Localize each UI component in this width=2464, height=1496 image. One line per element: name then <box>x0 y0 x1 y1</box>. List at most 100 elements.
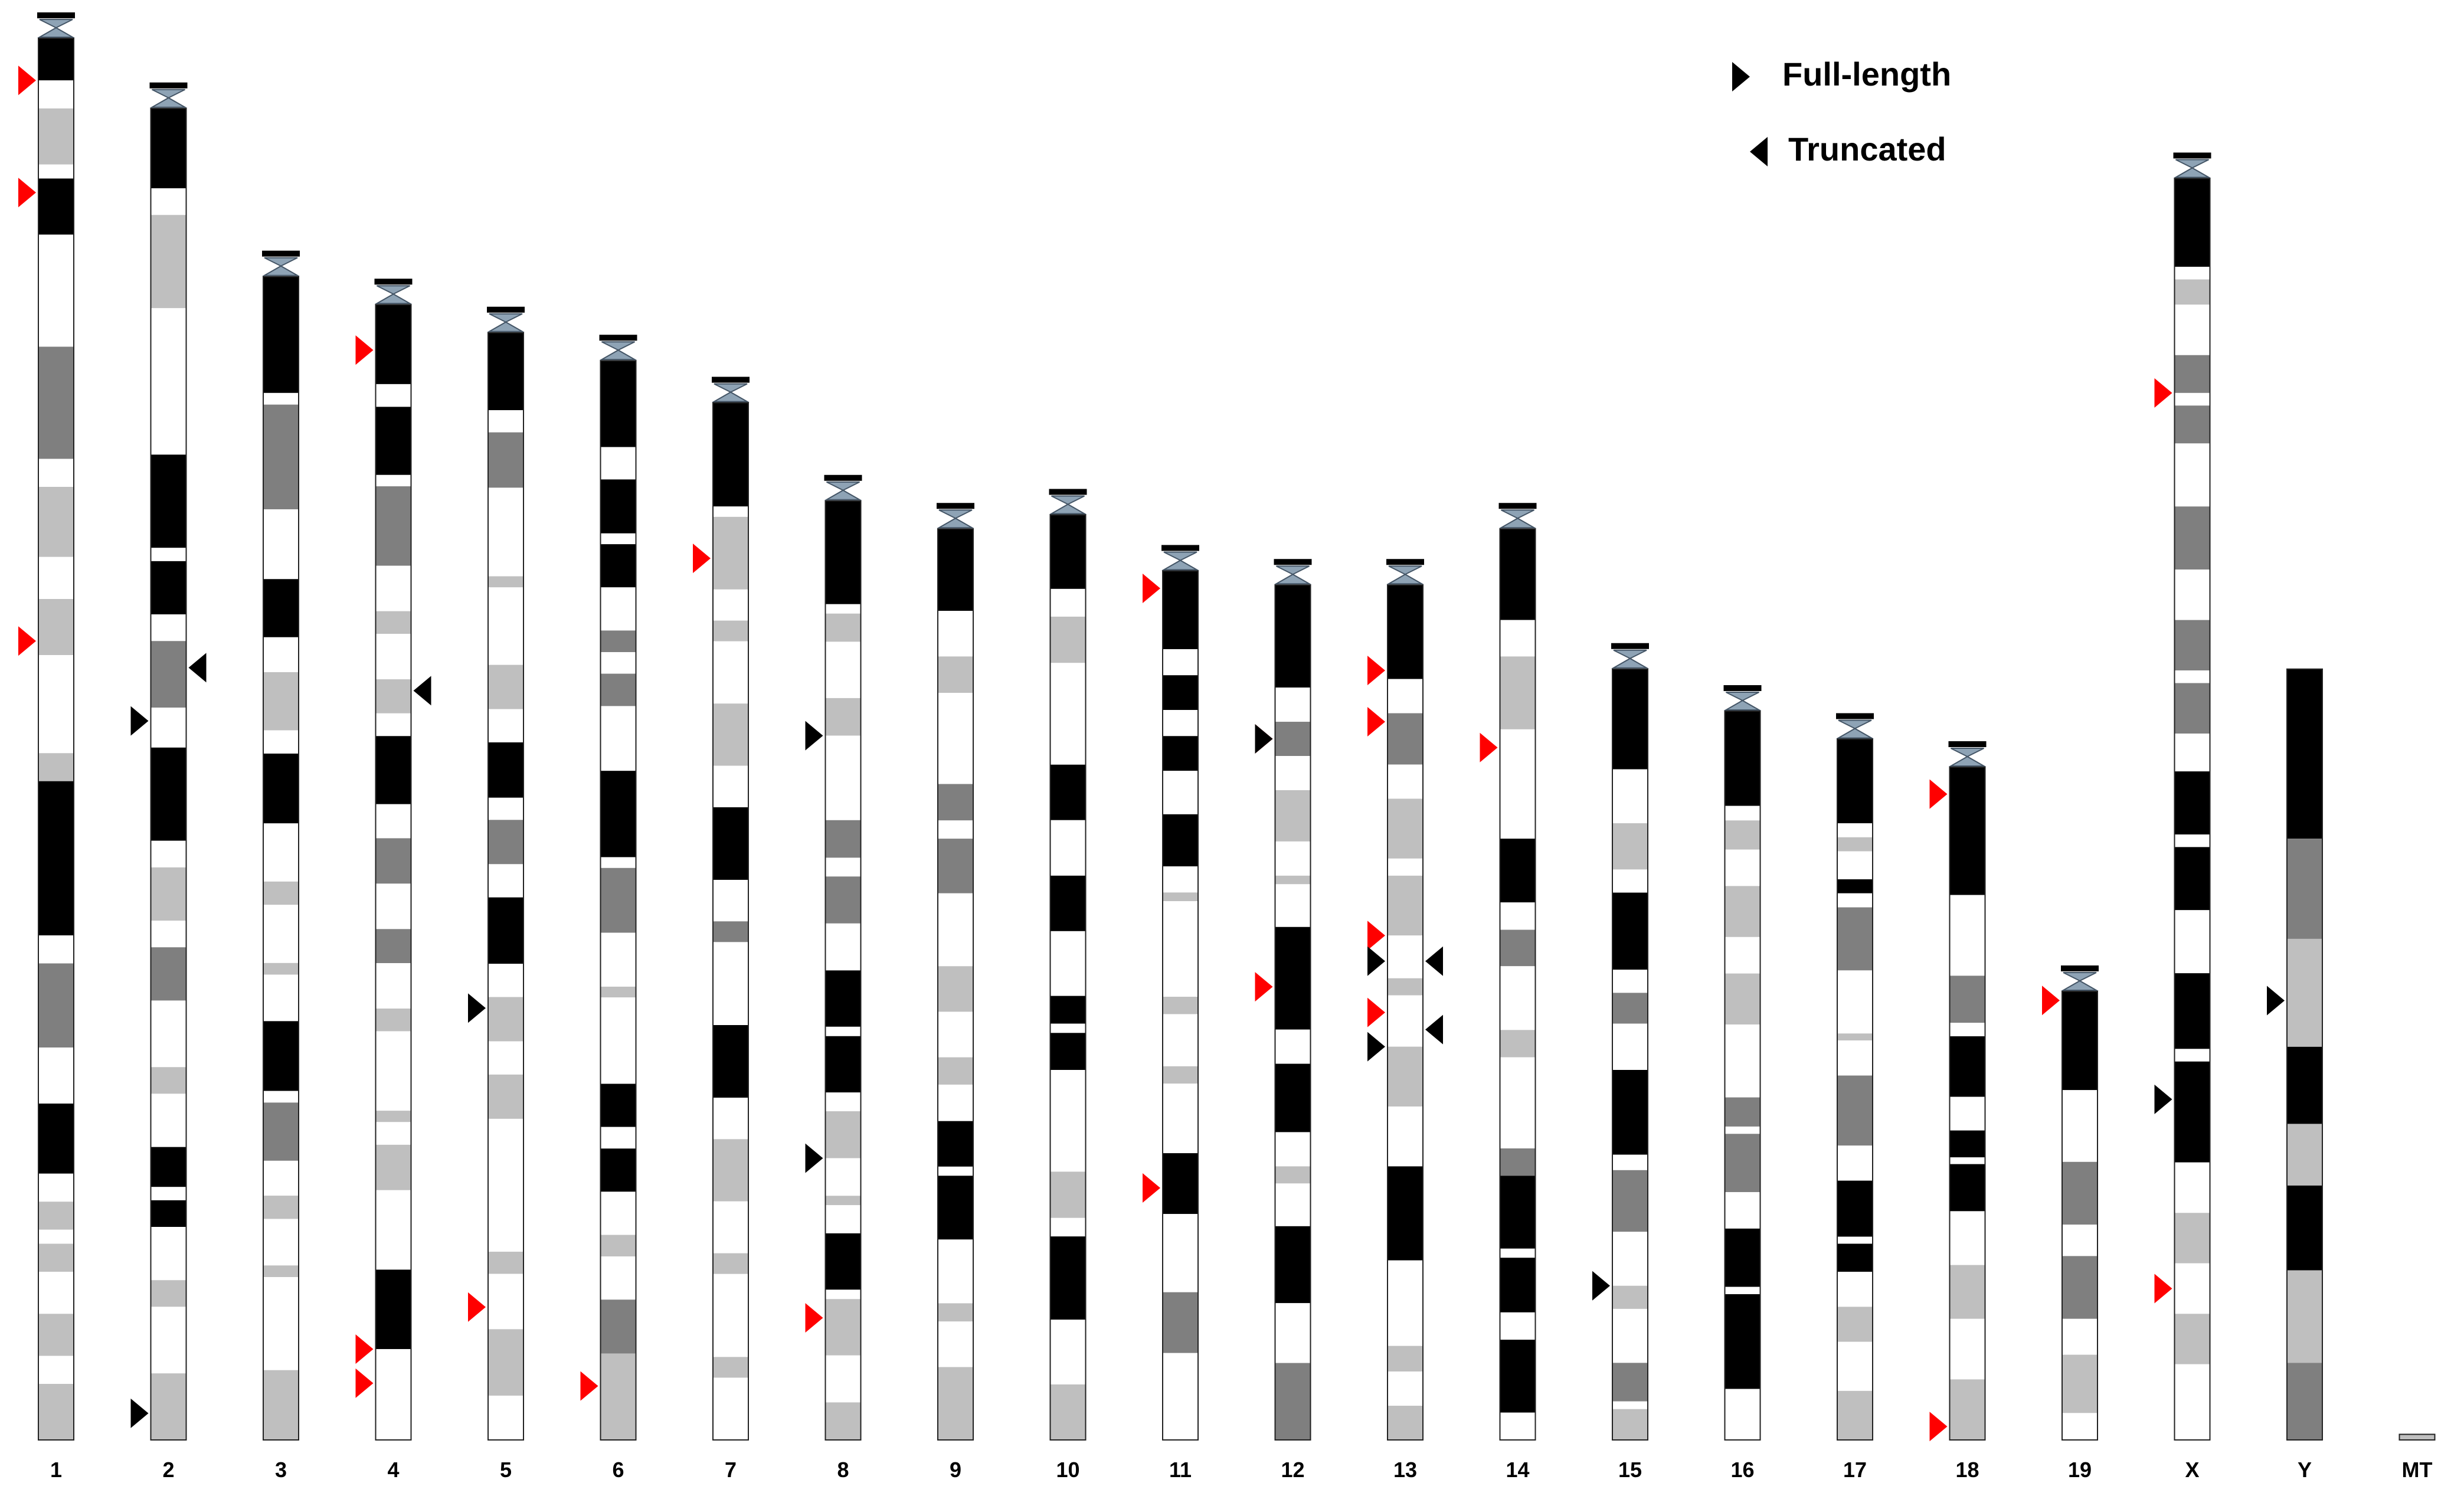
band-16-1 <box>1725 806 1761 821</box>
band-17-18 <box>1837 1390 1873 1440</box>
telomere-cap <box>1274 559 1312 565</box>
band-11-9 <box>1163 901 1198 997</box>
centromere-icon <box>1049 495 1087 515</box>
full-length-marker-icon <box>355 1334 374 1364</box>
band-5-8 <box>488 742 523 798</box>
band-15-7 <box>1612 1023 1648 1070</box>
centromere-icon <box>2061 972 2099 991</box>
full-length-marker-icon <box>355 1368 374 1398</box>
chromosome-outline <box>1724 711 1761 1441</box>
band-1-26 <box>38 1314 74 1356</box>
telomere-cap <box>1611 643 1649 649</box>
chromosome-8: 8 <box>805 474 862 1482</box>
band-7-5 <box>713 641 748 704</box>
band-18-8 <box>1949 1164 1985 1212</box>
band-6-18 <box>600 1148 636 1192</box>
band-2-24 <box>150 1373 186 1440</box>
chromosome-1: 1 <box>18 12 75 1482</box>
band-15-13 <box>1612 1308 1648 1363</box>
telomere-cap <box>1723 685 1762 691</box>
band-11-5 <box>1163 771 1198 814</box>
centromere-icon <box>1498 509 1537 529</box>
band-14-6 <box>1500 929 1536 967</box>
band-x-5 <box>2174 392 2210 406</box>
band-2-6 <box>150 561 186 615</box>
band-15-6 <box>1612 993 1648 1024</box>
band-3-11 <box>263 905 299 963</box>
full-length-marker-icon <box>1143 1173 1160 1203</box>
chromosome-label: Y <box>2298 1458 2312 1482</box>
band-15-4 <box>1612 892 1648 970</box>
band-11-3 <box>1163 710 1198 736</box>
band-15-10 <box>1612 1170 1648 1232</box>
band-x-0 <box>2174 178 2210 267</box>
band-y-2 <box>2287 938 2322 1047</box>
band-18-10 <box>1949 1265 1985 1319</box>
band-2-14 <box>150 947 186 1001</box>
band-7-7 <box>713 765 748 807</box>
chromosome-label: 4 <box>387 1458 399 1482</box>
full-length-marker-icon <box>18 66 36 96</box>
band-9-2 <box>938 656 973 693</box>
band-2-15 <box>150 1000 186 1068</box>
full-length-marker-icon <box>2154 1274 2172 1304</box>
band-7-2 <box>713 516 748 590</box>
band-y-0 <box>2287 669 2322 839</box>
truncated-marker-icon <box>130 1398 149 1428</box>
band-x-17 <box>2174 910 2210 974</box>
band-x-2 <box>2174 279 2210 305</box>
band-1-22 <box>38 1202 74 1230</box>
centromere-icon <box>1611 649 1649 669</box>
band-2-13 <box>150 921 186 948</box>
truncated-marker-icon <box>2154 1084 2172 1114</box>
telomere-cap <box>1498 503 1537 509</box>
band-7-11 <box>713 942 748 1025</box>
band-11-6 <box>1163 814 1198 867</box>
centromere-icon <box>262 257 300 276</box>
band-16-3 <box>1725 849 1761 886</box>
band-12-0 <box>1275 585 1311 688</box>
band-9-10 <box>938 1057 973 1085</box>
band-2-20 <box>150 1200 186 1227</box>
truncated-marker-icon <box>130 706 149 736</box>
chromosome-6: 6 <box>580 335 637 1482</box>
band-19-3 <box>2062 1225 2097 1256</box>
band-18-2 <box>1949 975 1985 1023</box>
telomere-cap <box>262 250 300 257</box>
chromosome-label: MT <box>2402 1458 2433 1482</box>
chromosome-outline <box>38 38 74 1441</box>
band-8-6 <box>825 820 861 858</box>
chromosome-label: 15 <box>1618 1458 1642 1482</box>
band-12-5 <box>1275 841 1311 876</box>
band-10-4 <box>1050 764 1086 820</box>
legend-truncated-marker-icon <box>1750 137 1768 166</box>
telomere-cap <box>937 503 974 509</box>
band-3-14 <box>263 1021 299 1091</box>
centromere-icon <box>1836 719 1874 739</box>
band-11-17 <box>1163 1353 1198 1440</box>
band-6-14 <box>600 986 636 998</box>
legend: Full-length Truncated <box>1732 55 1951 168</box>
band-17-8 <box>1837 1033 1873 1041</box>
band-14-8 <box>1500 1030 1536 1058</box>
chromosome-outline <box>712 402 749 1441</box>
chromosome-9: 9 <box>937 503 974 1482</box>
band-10-6 <box>1050 875 1086 931</box>
band-4-18 <box>375 1111 411 1122</box>
full-length-marker-icon <box>18 626 36 656</box>
band-4-7 <box>375 634 411 680</box>
telomere-cap <box>712 377 750 383</box>
band-8-2 <box>825 613 861 642</box>
chromosome-label: 14 <box>1506 1458 1529 1482</box>
band-10-1 <box>1050 588 1086 617</box>
band-12-4 <box>1275 790 1311 842</box>
chromosome-label: 7 <box>725 1458 737 1482</box>
band-12-12 <box>1275 1166 1311 1184</box>
chromosome-outline <box>375 304 412 1441</box>
band-y-1 <box>2287 839 2322 939</box>
full-length-marker-icon <box>2154 378 2172 408</box>
band-y-3 <box>2287 1046 2322 1124</box>
full-length-marker-icon <box>1255 972 1273 1002</box>
band-5-9 <box>488 797 523 820</box>
band-5-17 <box>488 1118 523 1252</box>
